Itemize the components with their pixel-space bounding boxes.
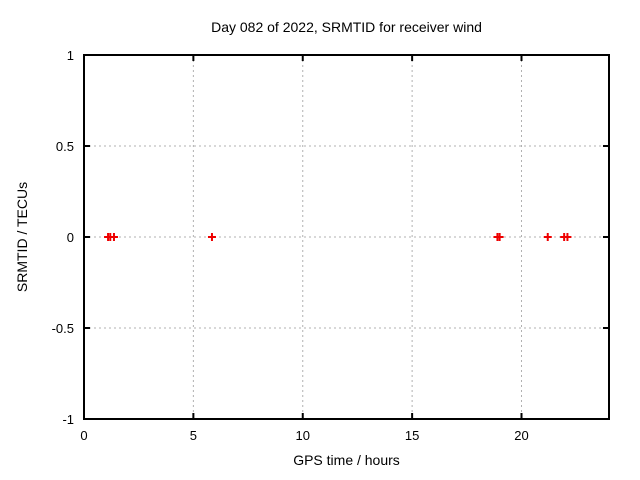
x-tick-label: 10: [296, 428, 310, 443]
y-tick-label: 0: [67, 230, 74, 245]
y-tick-label: 1: [67, 48, 74, 63]
y-tick-label: -0.5: [52, 321, 74, 336]
x-axis-label: GPS time / hours: [293, 452, 400, 468]
x-tick-label: 5: [190, 428, 197, 443]
chart-title: Day 082 of 2022, SRMTID for receiver win…: [211, 19, 482, 35]
x-tick-label: 20: [514, 428, 528, 443]
y-tick-label: -1: [62, 412, 74, 427]
plot-border: [83, 54, 610, 420]
x-tick-label: 0: [80, 428, 87, 443]
y-tick-label: 0.5: [56, 139, 74, 154]
x-tick-label: 15: [405, 428, 419, 443]
